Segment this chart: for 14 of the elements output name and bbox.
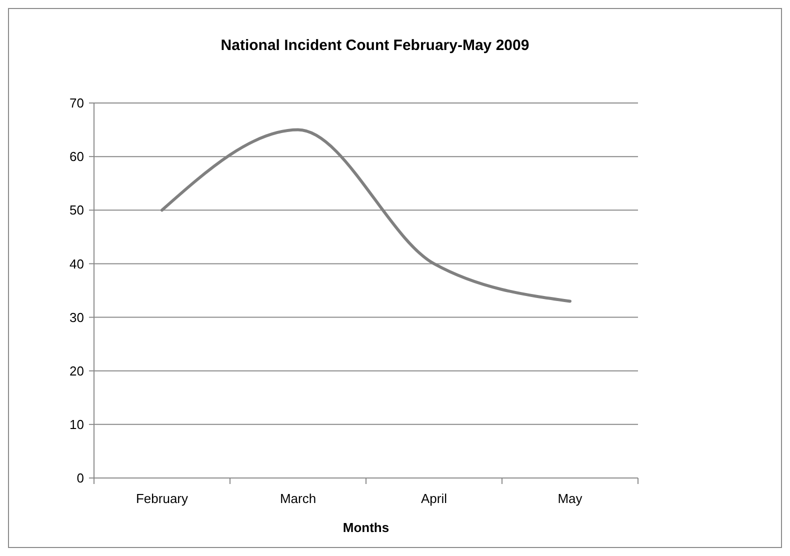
x-tick-label: February: [136, 491, 189, 506]
x-tick-label: March: [280, 491, 316, 506]
y-tick-label: 30: [70, 310, 84, 325]
y-tick-label: 70: [70, 96, 84, 111]
x-axis-title: Months: [342, 520, 390, 535]
y-tick-label: 40: [70, 256, 84, 272]
y-tick-label: 60: [70, 149, 84, 164]
y-tick-label: 20: [70, 363, 84, 378]
y-tick-label: 10: [70, 416, 84, 432]
x-tick-label: April: [420, 491, 448, 506]
chart-title: National Incident Count February-May 2009: [220, 37, 530, 54]
x-tick-label: May: [558, 491, 583, 506]
y-tick-label: 50: [70, 202, 84, 218]
y-tick-label: 0: [76, 470, 84, 486]
